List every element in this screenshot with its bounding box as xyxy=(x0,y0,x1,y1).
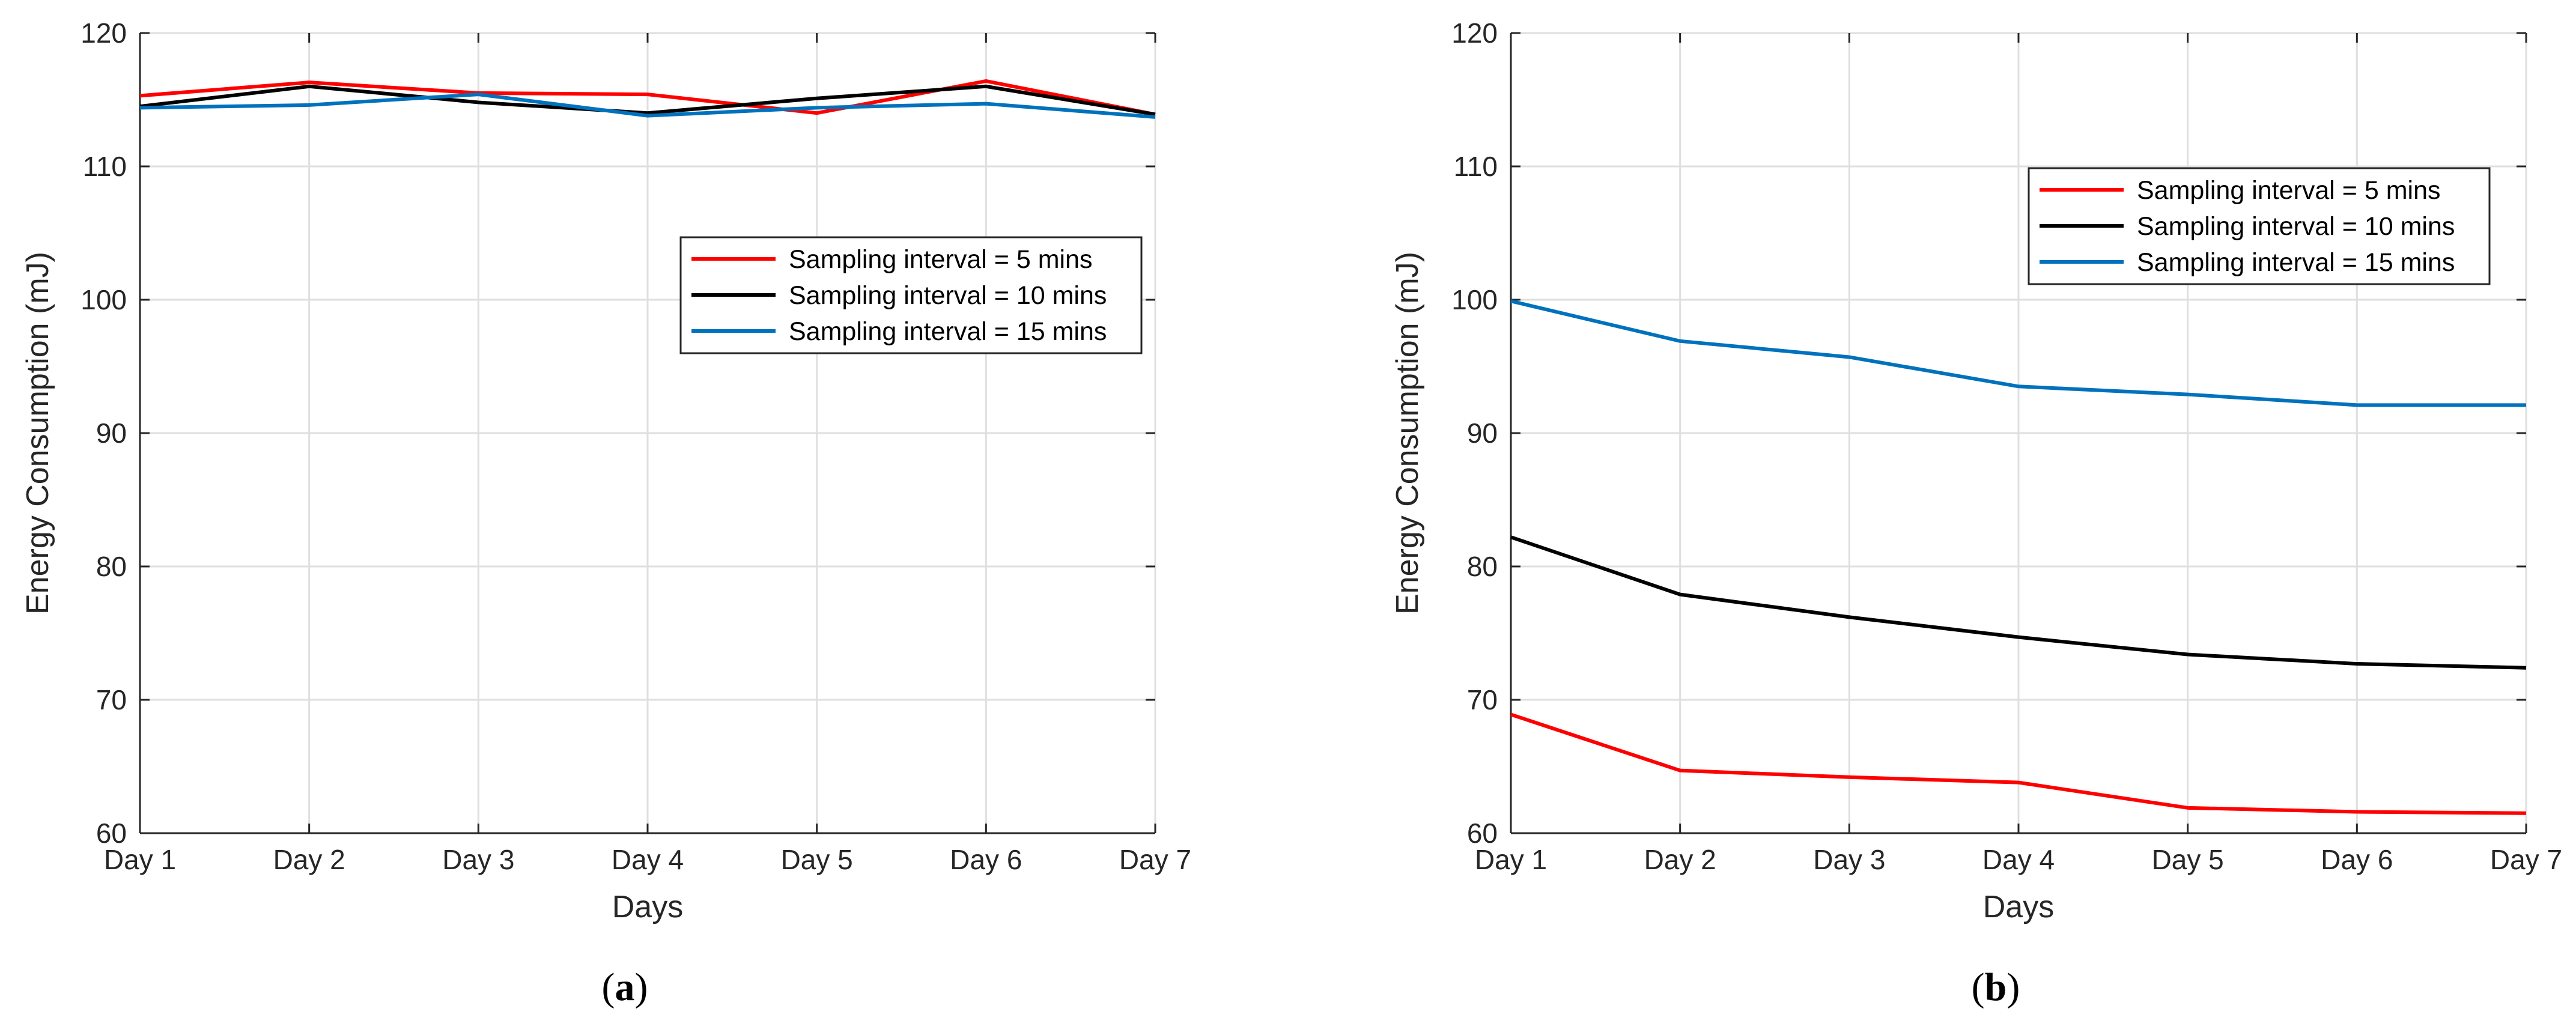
y-tick-label: 110 xyxy=(1454,151,1498,182)
x-tick-label: Day 2 xyxy=(1644,844,1716,875)
x-tick-label: Day 7 xyxy=(2490,844,2562,875)
y-tick-label: 120 xyxy=(1451,17,1498,49)
legend-entry: Sampling interval = 15 mins xyxy=(789,317,1107,346)
x-tick-label: Day 5 xyxy=(781,844,853,875)
legend-entry: Sampling interval = 10 mins xyxy=(2137,212,2455,241)
x-axis-label: Days xyxy=(612,890,683,924)
legend-entry: Sampling interval = 15 mins xyxy=(2137,248,2455,277)
x-tick-label: Day 6 xyxy=(2321,844,2393,875)
series-line-1 xyxy=(139,79,1156,117)
series-line-1 xyxy=(1510,712,2527,815)
y-tick-label: 70 xyxy=(96,684,127,715)
series-line-3 xyxy=(1510,299,2526,407)
y-tick-label: 120 xyxy=(80,17,127,49)
x-tick-label: Day 1 xyxy=(1475,844,1547,875)
x-tick-label: Day 1 xyxy=(104,844,176,875)
x-tick-label: Day 5 xyxy=(2152,844,2224,875)
subfigure-caption: (a) xyxy=(602,965,648,1009)
legend: Sampling interval = 5 mins Sampling inter… xyxy=(2028,167,2491,285)
x-tick-label: Day 4 xyxy=(612,844,684,875)
y-tick-label: 110 xyxy=(83,151,127,182)
y-tick-label: 60 xyxy=(96,818,127,849)
series-line-2 xyxy=(139,84,1156,117)
y-tick-label: 90 xyxy=(1467,417,1498,449)
y-tick-label: 100 xyxy=(80,284,127,315)
y-tick-label: 80 xyxy=(1467,551,1498,582)
x-tick-label: Day 2 xyxy=(273,844,345,875)
series-line-3 xyxy=(139,93,1156,119)
x-tick-label: Day 3 xyxy=(442,844,514,875)
x-tick-label: Day 7 xyxy=(1119,844,1191,875)
y-axis-label: Energy Consumption (mJ) xyxy=(20,252,55,615)
legend-entry: Sampling interval = 5 mins xyxy=(789,245,1092,274)
chart-b: Day 1 Day 2 Day 3 Day 4 Day 5 Day 6 Day 7 60 70 8… xyxy=(1390,17,2562,1009)
y-tick-label: 90 xyxy=(96,417,127,449)
x-tick-label: Day 4 xyxy=(1982,844,2055,875)
x-axis-label: Days xyxy=(1983,890,2054,924)
legend-entry: Sampling interval = 10 mins xyxy=(789,281,1107,310)
x-tick-label: Day 3 xyxy=(1813,844,1885,875)
x-tick-label: Day 6 xyxy=(950,844,1022,875)
chart-a: Day 1 Day 2 Day 3 Day 4 Day 5 Day 6 Day 7 60 70 8… xyxy=(20,17,1191,1009)
series-line-2 xyxy=(1510,535,2527,670)
legend: Sampling interval = 5 mins Sampling inter… xyxy=(679,236,1143,354)
legend-entry: Sampling interval = 5 mins xyxy=(2137,176,2440,205)
y-axis-label: Energy Consumption (mJ) xyxy=(1390,252,1425,615)
subfigure-caption: (b) xyxy=(1972,965,2020,1009)
y-tick-label: 80 xyxy=(96,551,127,582)
y-tick-label: 100 xyxy=(1451,284,1498,315)
y-tick-label: 70 xyxy=(1467,684,1498,715)
y-tick-label: 60 xyxy=(1467,818,1498,849)
